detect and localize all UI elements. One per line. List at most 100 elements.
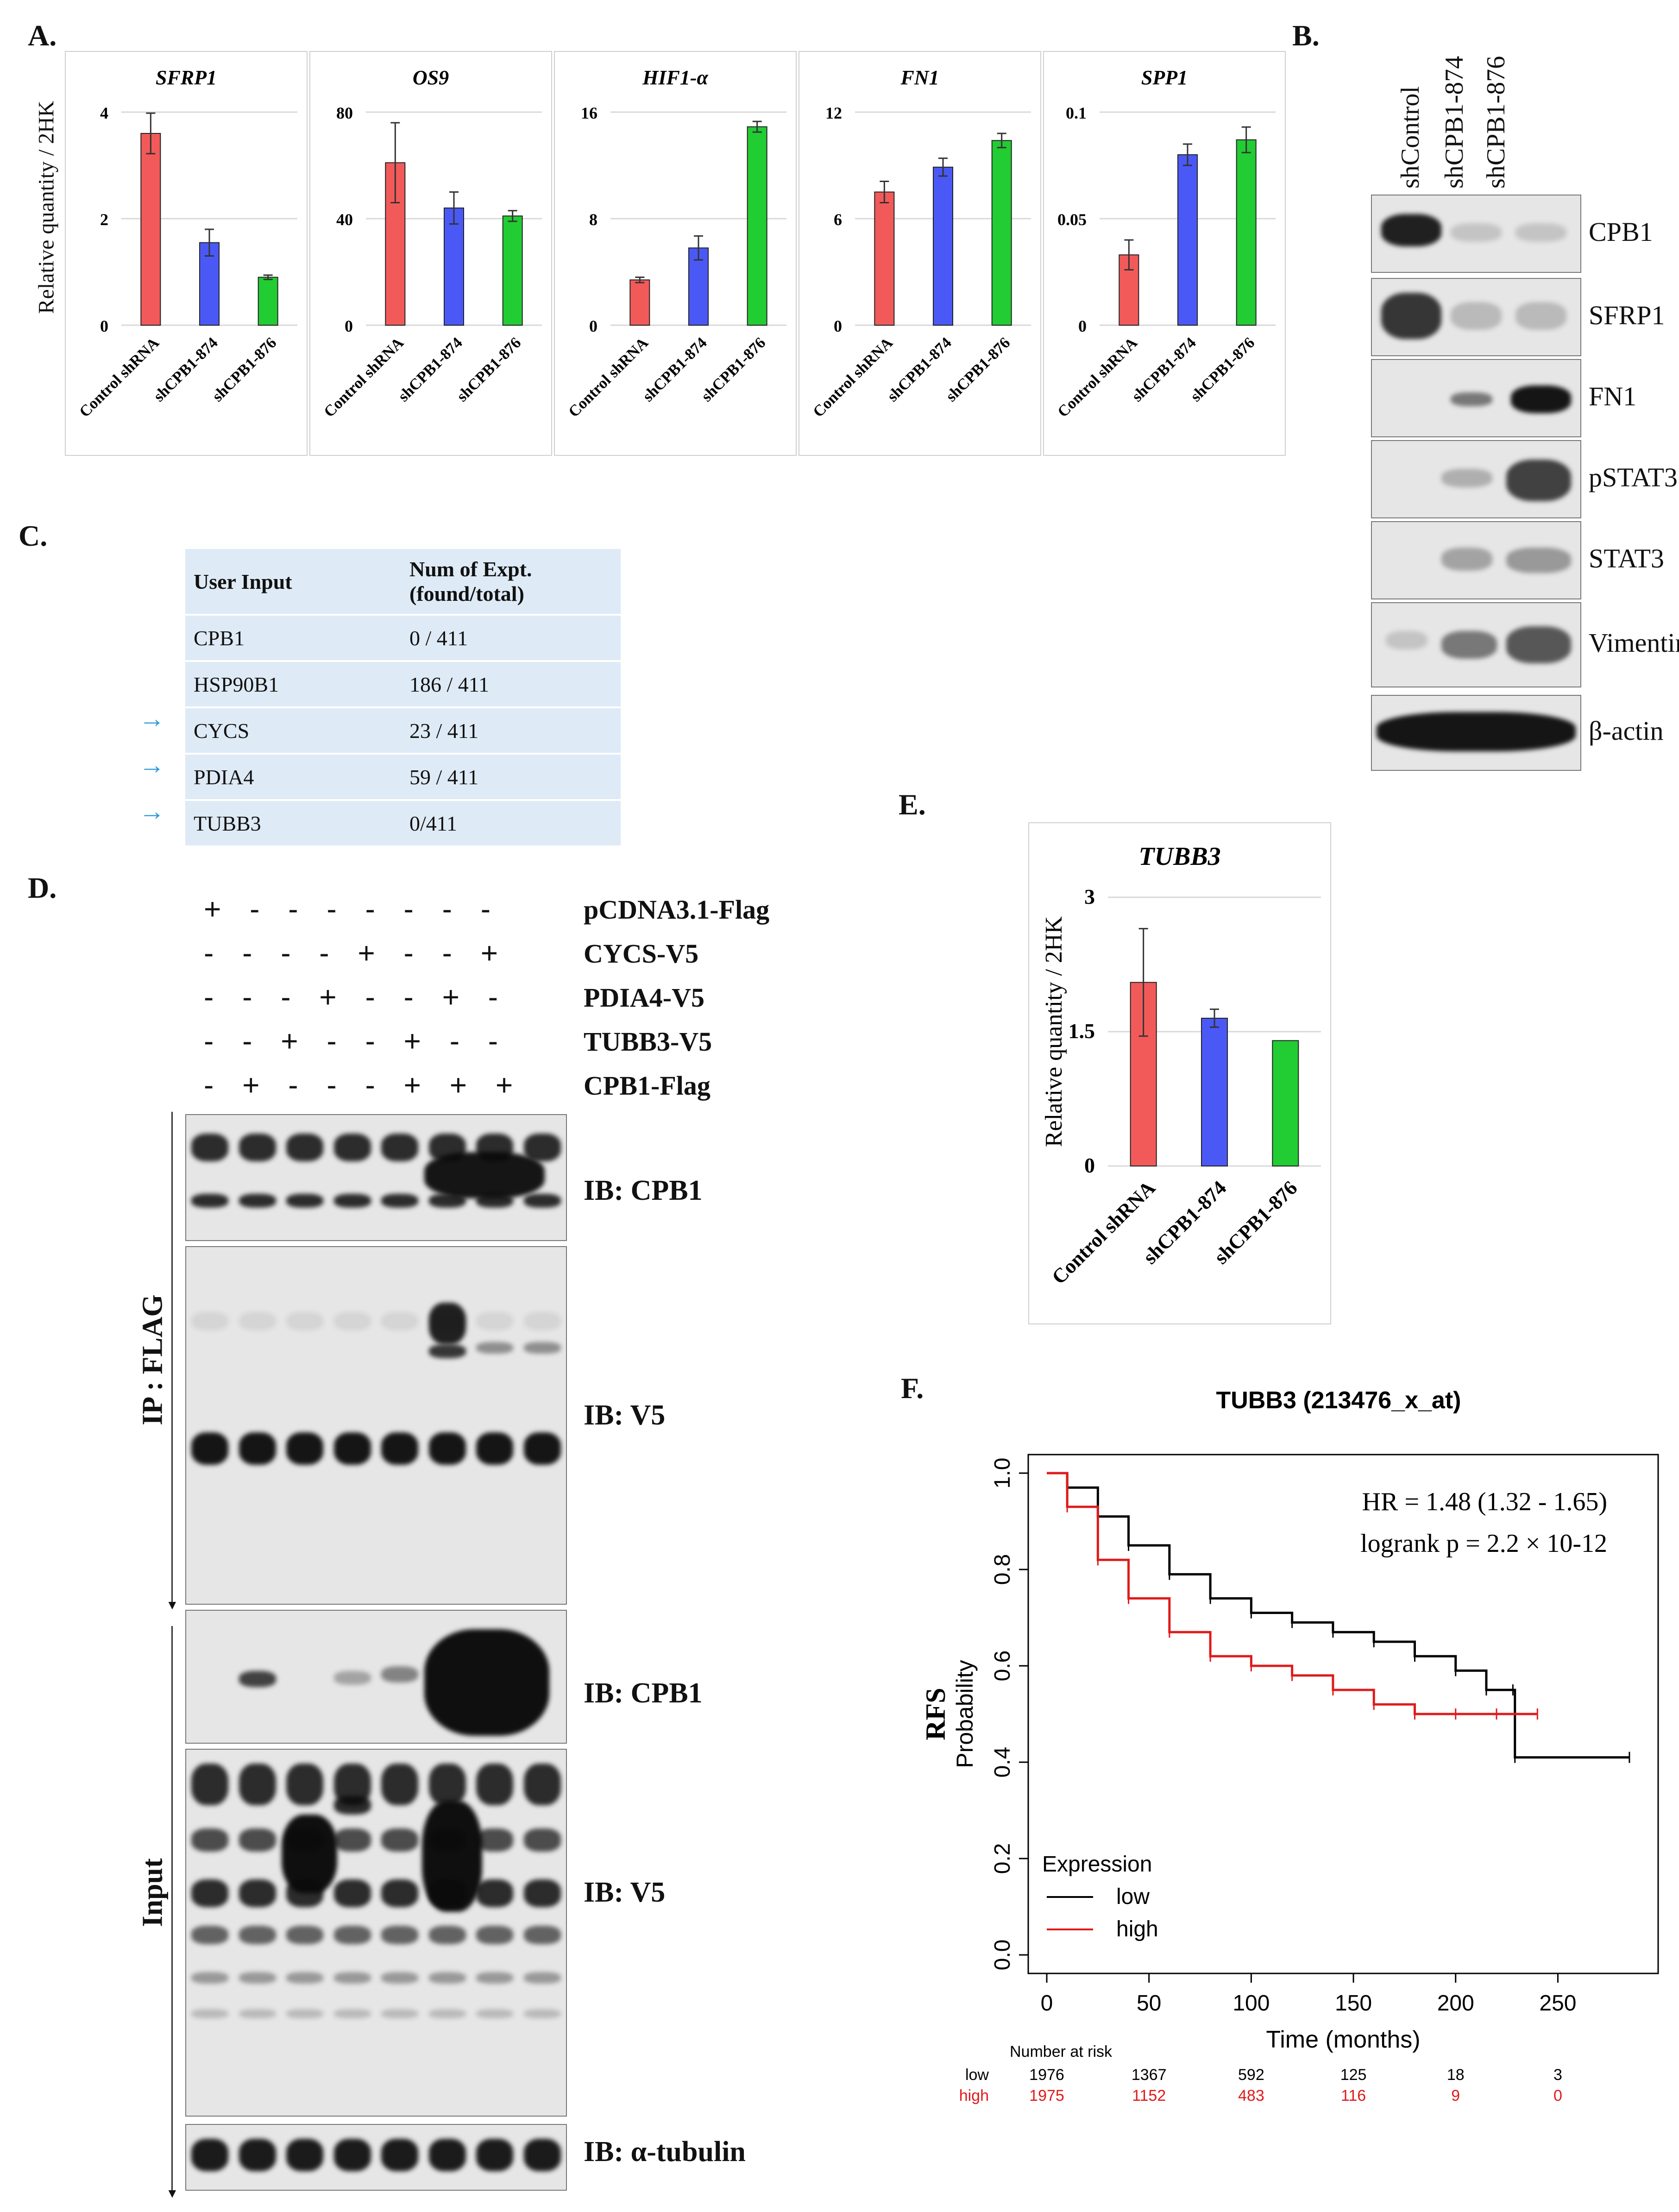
blot-row-fn1 [1371, 359, 1581, 437]
band [282, 1815, 338, 1893]
y-tick-label: 0 [345, 317, 353, 335]
blot-row-vimentin [1371, 602, 1581, 687]
x-tick-label: Control shRNA [565, 334, 652, 421]
band [333, 1926, 371, 1944]
band [523, 1194, 561, 1208]
chart-title: TUBB3 [1138, 842, 1220, 871]
risk-value-low: 125 [1340, 2066, 1367, 2084]
band [333, 1671, 371, 1685]
y-tick-label: 1.0 [990, 1458, 1015, 1489]
band [333, 1194, 371, 1208]
bar [874, 191, 895, 326]
bar [1201, 1018, 1228, 1166]
construct-signs-5: - + - - - + + + [204, 1068, 513, 1102]
table-cell-gene: HSP90B1 [185, 661, 401, 708]
interaction-table: User Input Num of Expt. (found/total) CPB… [185, 549, 621, 847]
ib-label-ip-v5: IB: V5 [584, 1399, 666, 1431]
chart-title: SPP1 [1141, 66, 1188, 89]
y-tick-label: 0.1 [1066, 104, 1087, 122]
band [333, 2009, 371, 2018]
panel-d-blots [185, 1114, 579, 2198]
blot-row-pstat3 [1371, 440, 1581, 518]
ib-label-ip-cpb1: IB: CPB1 [584, 1175, 703, 1206]
band [239, 1972, 276, 1984]
band [333, 1879, 371, 1907]
band [286, 1764, 324, 1805]
bar-chart-os9: OS9 0 40 80 Control shRNA shCPB1-874 shCPB1-87… [309, 51, 552, 456]
band [239, 1432, 276, 1465]
blot-label: SFRP1 [1589, 300, 1665, 330]
blot-row-cpb1 [1371, 195, 1581, 273]
bar [258, 277, 278, 326]
band [476, 2139, 514, 2171]
ib-label-input-v5: IB: V5 [584, 1877, 666, 1908]
band [191, 1972, 229, 1984]
y-tick-label: 4 [100, 104, 108, 122]
blot-label: STAT3 [1589, 543, 1664, 573]
band [381, 1879, 419, 1907]
band [239, 2009, 276, 2018]
band [191, 1764, 229, 1805]
construct-signs-2: - - - - + - - + [204, 936, 498, 970]
band [523, 1432, 561, 1465]
band [523, 1828, 561, 1852]
y-tick-label: 0.0 [990, 1940, 1015, 1971]
risk-value-high: 1975 [1029, 2087, 1064, 2105]
band [1441, 548, 1492, 571]
table-cell-gene: CPB1 [185, 615, 401, 662]
band [1386, 631, 1427, 649]
band [239, 1879, 276, 1907]
construct-label-pcdna: pCDNA3.1-Flag [584, 895, 770, 925]
legend-title: Expression [1042, 1852, 1152, 1877]
risk-value-high: 483 [1238, 2087, 1264, 2105]
input-side-label: Input ▼ [125, 1626, 179, 2201]
y-axis-label-prob: Probability [952, 1660, 978, 1768]
band [333, 1432, 371, 1465]
hr-text: HR = 1.48 (1.32 - 1.65) [1362, 1487, 1607, 1516]
risk-value-high: 9 [1451, 2087, 1460, 2105]
x-tick-label: 50 [1137, 1991, 1161, 2016]
band [1377, 712, 1576, 751]
bar [1177, 154, 1198, 326]
x-tick-label: 150 [1335, 1991, 1372, 2016]
band [239, 1194, 276, 1208]
blot-input-cpb1 [185, 1610, 567, 1744]
blot-row-stat3 [1371, 521, 1581, 599]
band [333, 1972, 371, 1984]
band [191, 2009, 229, 2018]
y-axis-label-rfs: RFS [920, 1688, 951, 1740]
band [523, 1879, 561, 1907]
band [239, 1926, 276, 1944]
band [381, 1926, 419, 1944]
x-tick-label: Control shRNA [810, 334, 896, 421]
panel-label-d: D. [28, 871, 57, 904]
band [428, 1926, 466, 1944]
x-tick-label: 200 [1437, 1991, 1474, 2016]
construct-label-cpb1: CPB1-Flag [584, 1071, 711, 1101]
construct-label-pdia4: PDIA4-V5 [584, 983, 704, 1013]
y-tick-label: 8 [589, 210, 597, 229]
table-cell-value: 59 / 411 [401, 754, 621, 801]
table-row: PDIA4 59 / 411 [185, 754, 621, 801]
band [239, 2139, 276, 2171]
band [476, 1764, 514, 1805]
band [523, 1342, 561, 1354]
panel-a-ylabel: Relative quantity / 2HK [34, 101, 59, 314]
table-row: HSP90B1 186 / 411 [185, 661, 621, 708]
band [286, 2139, 324, 2171]
y-tick-label: 80 [336, 104, 353, 122]
band [381, 1666, 419, 1683]
bar-chart-hif1a: HIF1-α 0 8 16 Control shRNA shCPB1-874 shCPB1-… [554, 51, 797, 456]
band [476, 1972, 514, 1984]
band [333, 1796, 371, 1815]
chart-title: OS9 [413, 66, 449, 89]
band [381, 2009, 419, 2018]
band [191, 2139, 229, 2171]
y-tick-label: 0.6 [990, 1651, 1015, 1682]
blot-label: CPB1 [1589, 216, 1653, 247]
bar [747, 126, 767, 326]
x-tick-label: Control shRNA [321, 334, 407, 421]
risk-value-low: 592 [1238, 2066, 1264, 2084]
band [1506, 460, 1571, 501]
band [381, 2139, 419, 2171]
